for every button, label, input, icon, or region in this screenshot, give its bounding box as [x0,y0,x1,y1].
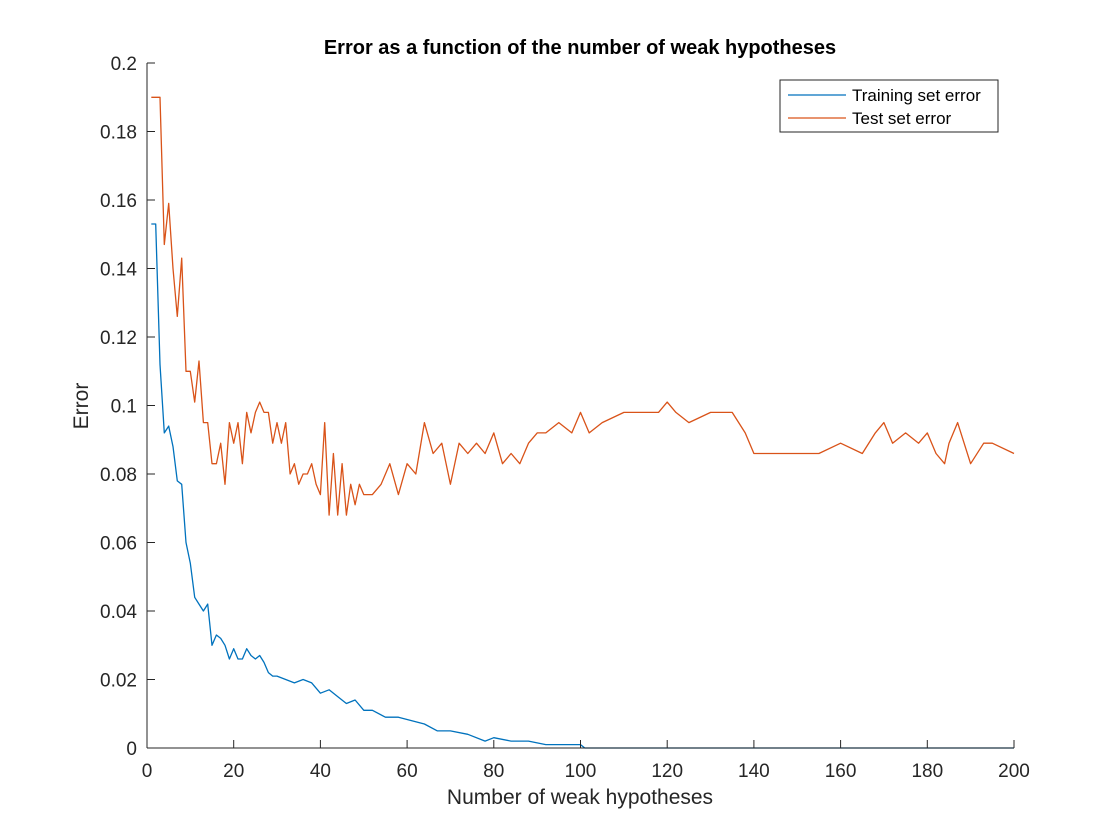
y-tick-label: 0 [126,739,137,760]
x-tick-label: 180 [911,761,943,782]
series-line-training-set-error [151,223,1014,749]
y-axis-title: Error [70,383,93,430]
y-tick-label: 0.02 [100,671,137,692]
plot-area [147,63,1014,748]
x-tick-label: 40 [310,761,331,782]
x-tick-label: 100 [565,761,597,782]
y-axis-ticks: 0 0.02 0.04 0.06 0.08 0.1 0.12 0.14 0.16 0.18 0.2 [100,54,155,760]
x-tick-label: 140 [738,761,770,782]
y-tick-label: 0.14 [100,260,137,281]
series-layer [151,96,1015,749]
x-axis-title: Number of weak hypotheses [447,786,713,809]
chart-title: Error as a function of the number of wea… [324,37,836,59]
y-tick-label: 0.2 [111,54,137,75]
x-tick-label: 120 [651,761,683,782]
legend-box [779,79,999,133]
y-tick-label: 0.18 [100,123,137,144]
x-tick-label: 20 [223,761,244,782]
y-tick-label: 0.06 [100,534,137,555]
legend-label: Test set error [852,109,952,128]
x-tick-label: 0 [142,761,153,782]
series-line-test-set-error [151,96,1015,516]
x-tick-label: 60 [397,761,418,782]
x-tick-label: 200 [998,761,1030,782]
y-tick-label: 0.12 [100,328,137,349]
x-tick-label: 160 [825,761,857,782]
x-axis-ticks: 0 20 40 60 80 100 120 140 160 180 200 [142,740,1030,782]
plot-background [147,63,1014,748]
x-tick-label: 80 [483,761,504,782]
legend-label: Training set error [852,86,981,105]
legend: Training set error Test set error [779,79,999,133]
y-tick-label: 0.08 [100,465,137,486]
y-tick-label: 0.1 [111,397,137,418]
y-tick-label: 0.04 [100,602,137,623]
y-tick-label: 0.16 [100,191,137,212]
